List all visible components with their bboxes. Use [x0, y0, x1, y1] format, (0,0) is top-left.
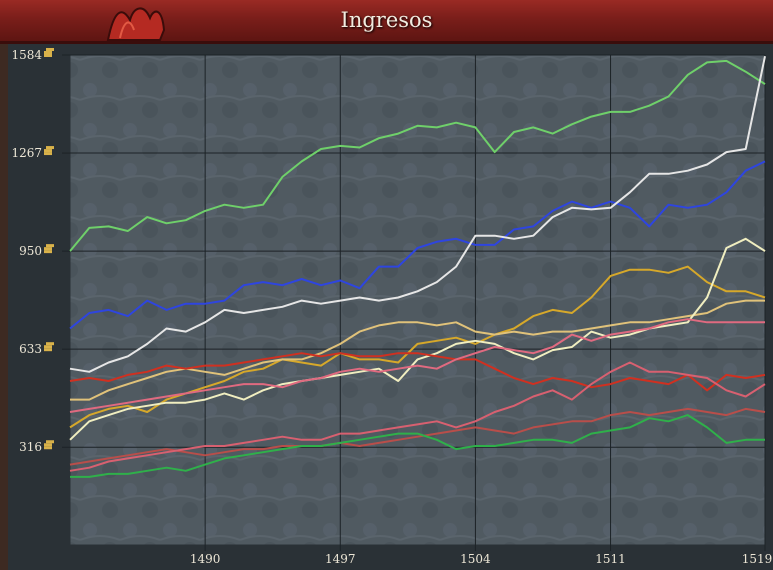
ribbon-ornament-icon	[106, 7, 166, 41]
x-tick-label: 1519	[742, 552, 773, 566]
gold-coin-icon	[44, 146, 54, 156]
y-tick-label: 316	[19, 440, 42, 454]
series-line-2	[69, 160, 766, 330]
x-tick-label: 1511	[595, 552, 626, 566]
y-axis: 1584 1267 950 633 316	[11, 48, 70, 454]
series-layer	[69, 55, 766, 478]
x-tick-label: 1504	[460, 552, 491, 566]
gold-coin-icon	[44, 342, 54, 352]
y-tick-label: 633	[19, 342, 42, 356]
y-tick-label: 1267	[11, 146, 42, 160]
grid	[70, 54, 766, 545]
y-tick-label: 1584	[11, 48, 42, 62]
x-tick-label: 1490	[190, 552, 221, 566]
frame-left-edge	[0, 44, 8, 570]
y-tick-label: 950	[19, 244, 42, 258]
plot-area	[69, 54, 766, 546]
series-line-3	[69, 55, 766, 373]
gold-coin-icon	[44, 440, 54, 450]
series-line-7	[69, 352, 766, 392]
x-axis: 1490 1497 1504 1511 1519	[190, 545, 772, 566]
series-line-8	[69, 318, 765, 413]
x-tick-label: 1497	[325, 552, 356, 566]
gold-coin-icon	[44, 48, 54, 57]
chart-title: Ingresos	[340, 8, 433, 32]
series-line-11	[70, 414, 765, 478]
series-line-10	[69, 361, 766, 472]
series-line-1	[69, 59, 766, 252]
gold-coin-icon	[44, 244, 54, 254]
title-bar: Ingresos	[0, 0, 773, 44]
series-line-9	[69, 407, 766, 466]
